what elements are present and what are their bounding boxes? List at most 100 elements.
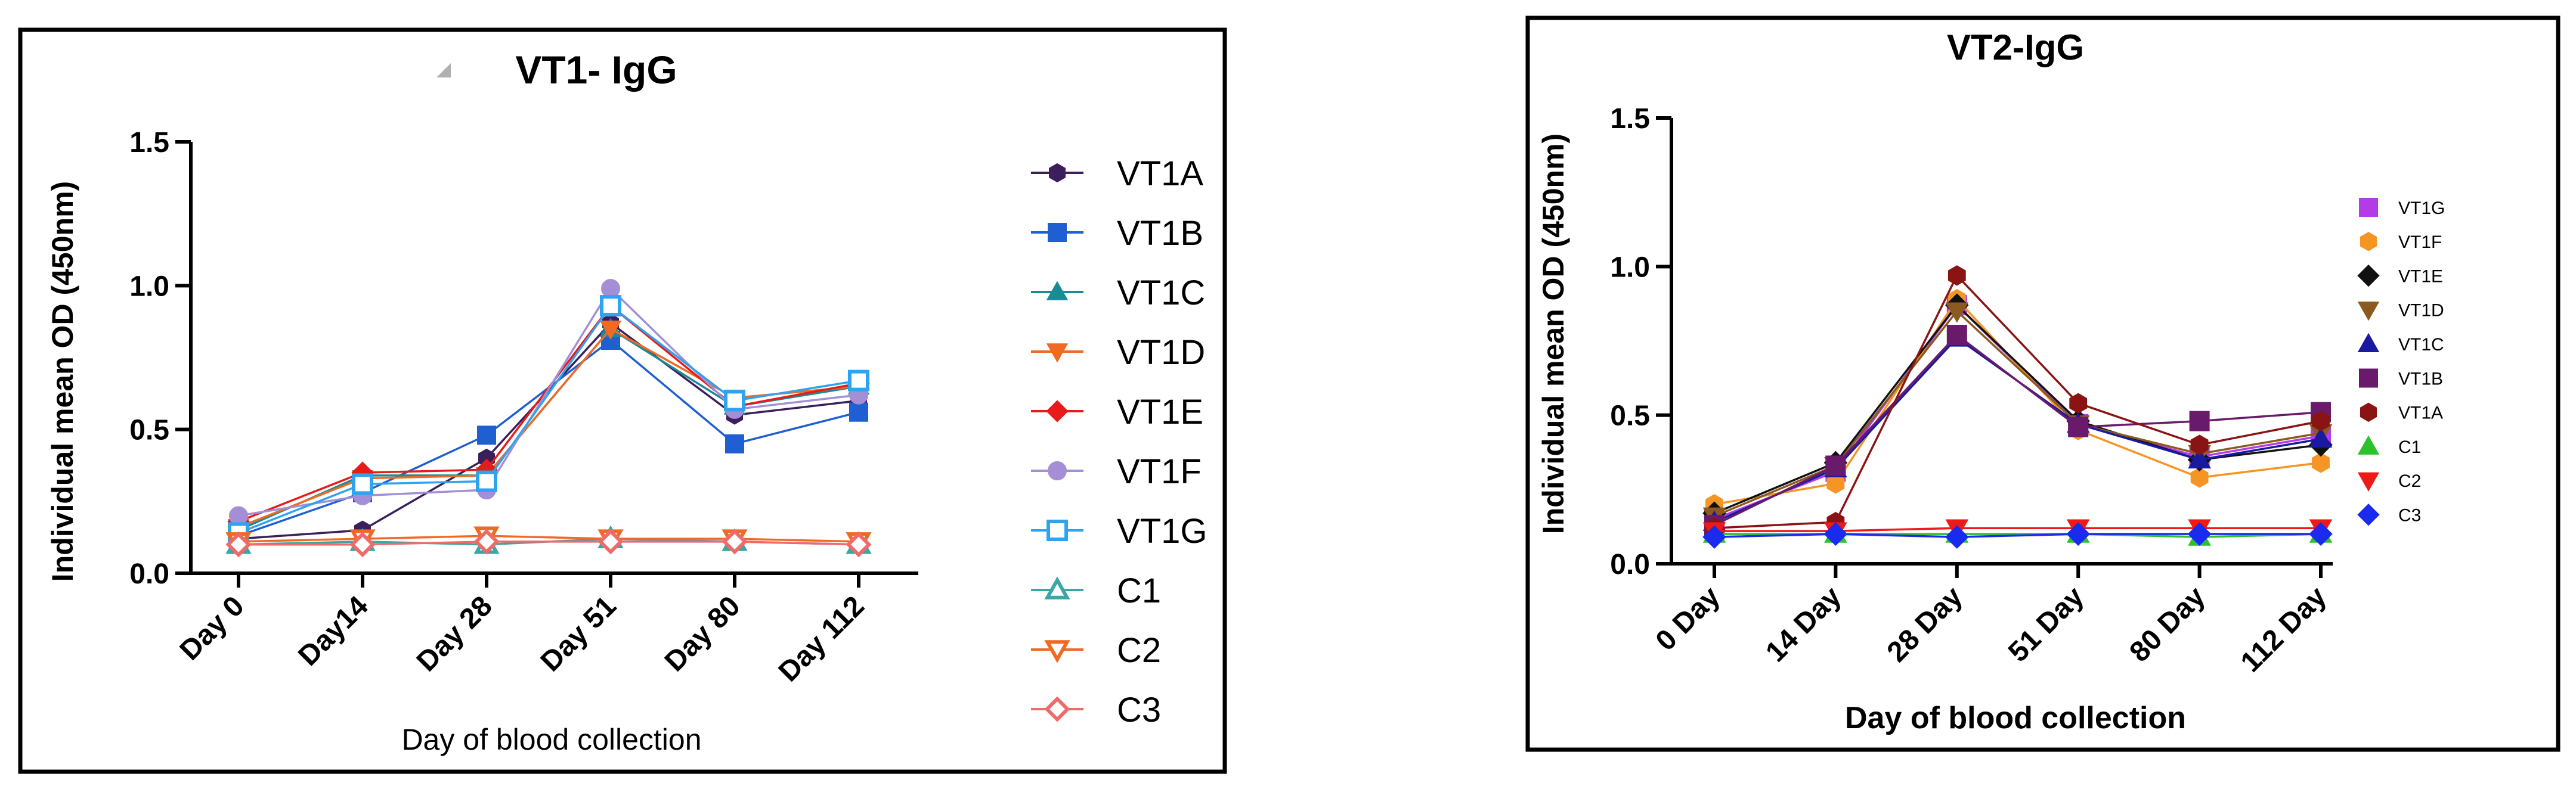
legend-marker <box>1046 343 1069 363</box>
legend-entry-vt1f: VT1F <box>1031 452 1202 491</box>
series-line <box>1714 333 2321 526</box>
legend-entry-vt1d: VT1D <box>1031 333 1205 372</box>
data-point <box>349 532 376 558</box>
series-line <box>239 541 859 546</box>
legend: VT1A VT1B VT1C VT1D VT1E VT1F VT1G C1 C2 C3 <box>1031 154 1208 729</box>
data-point <box>601 279 620 299</box>
legend-marker <box>2359 368 2378 388</box>
y-tick-label: 1.0 <box>129 271 169 302</box>
chart-title: VT2-IgG <box>1947 27 2084 67</box>
data-point <box>2069 393 2088 414</box>
legend-marker <box>1049 163 1066 183</box>
legend-entry-vt1g: VT1G <box>1031 512 1208 551</box>
legend-marker <box>1044 576 1070 599</box>
series-line <box>238 535 859 543</box>
legend-label: VT1A <box>2398 403 2443 423</box>
data-point <box>1826 473 1845 494</box>
data-point <box>849 402 868 422</box>
data-point <box>2068 417 2089 437</box>
legend-entry-vt1e: VT1E <box>1031 393 1203 431</box>
data-point <box>476 470 497 492</box>
legend-marker <box>2357 264 2380 287</box>
legend-label: VT1B <box>1117 214 1203 253</box>
data-point <box>848 369 869 392</box>
legend-entry-c2: C2 <box>2357 471 2421 492</box>
series-line <box>1714 297 2321 506</box>
legend-label: VT1F <box>2398 232 2442 252</box>
x-axis-label: Day of blood collection <box>1845 701 2186 735</box>
series-line <box>238 287 859 517</box>
legend-marker <box>2360 232 2377 251</box>
vt2-igg-chart-panel: VT2-IgG Individual mean OD (450nm) Day o… <box>1525 15 2560 752</box>
legend-label: VT1D <box>1117 333 1205 372</box>
legend-marker <box>2357 333 2380 352</box>
data-point <box>2188 448 2211 469</box>
legend-label: VT1C <box>2398 335 2444 355</box>
series-line <box>1714 533 2321 538</box>
chart-title: VT1- IgG <box>515 48 677 92</box>
legend-entry-c3: C3 <box>1031 691 1161 729</box>
data-point <box>229 506 248 526</box>
data-point <box>1948 265 1966 286</box>
data-point <box>2312 452 2330 473</box>
panel-frame <box>1525 15 2560 752</box>
y-tick-label: 0.5 <box>1610 400 1650 432</box>
data-point <box>724 390 745 412</box>
series-layer <box>1702 265 2333 549</box>
vt1-igg-chart-panel: VT1- IgG Individual mean OD (450nm) Day … <box>18 27 1227 774</box>
legend-marker <box>1048 461 1067 480</box>
data-point <box>2189 411 2210 431</box>
legend-entry-vt1g: VT1G <box>2359 198 2445 218</box>
legend-label: VT1A <box>1117 154 1203 193</box>
data-point <box>1702 525 1726 549</box>
legend-label: VT1G <box>2398 198 2445 218</box>
legend-label: C1 <box>1117 571 1161 610</box>
legend-entry-vt1e: VT1E <box>2357 264 2443 287</box>
legend-label: C2 <box>2398 471 2421 491</box>
y-axis-label: Individual mean OD (450nm) <box>1537 133 1570 534</box>
data-point <box>2066 522 2091 546</box>
legend-marker <box>2357 504 2380 526</box>
series-line <box>238 304 859 535</box>
data-point <box>2309 427 2333 448</box>
legend-marker <box>2359 198 2378 217</box>
data-point <box>2190 467 2209 488</box>
legend-entry-vt1c: VT1C <box>2357 333 2444 355</box>
legend-marker <box>1046 281 1069 300</box>
legend-marker <box>1046 520 1068 541</box>
y-tick-label: 0.5 <box>129 415 169 446</box>
panel-frame <box>18 27 1227 774</box>
series-vt1g <box>228 295 869 544</box>
y-axis-label: Individual mean OD (450nm) <box>46 181 79 582</box>
legend-marker <box>1046 400 1069 423</box>
legend-label: VT1F <box>1117 452 1202 491</box>
legend-entry-vt1a: VT1A <box>2360 402 2443 423</box>
legend-entry-c2: C2 <box>1031 631 1161 670</box>
series-vt1b <box>1704 325 2331 536</box>
data-point <box>1825 455 1846 476</box>
legend-marker <box>1044 696 1070 722</box>
legend-entry-c1: C1 <box>2357 435 2421 457</box>
y-tick-label: 0.0 <box>129 558 169 590</box>
series-layer <box>225 279 872 558</box>
y-tick-label: 1.0 <box>1610 251 1650 283</box>
series-line <box>1714 309 2321 517</box>
series-line <box>1714 274 2321 529</box>
data-point <box>1945 525 1969 549</box>
legend-entry-vt1c: VT1C <box>1031 274 1205 312</box>
data-point <box>225 532 252 558</box>
data-point <box>600 295 621 317</box>
data-point <box>597 529 624 555</box>
data-point <box>1946 325 1967 346</box>
data-point <box>599 320 622 340</box>
data-point <box>2187 522 2212 546</box>
legend-label: VT1E <box>1117 393 1203 431</box>
data-point <box>473 529 500 555</box>
legend-marker <box>2357 302 2380 321</box>
legend-entry-vt1a: VT1A <box>1031 154 1203 193</box>
legend-entry-vt1f: VT1F <box>2360 232 2442 252</box>
legend-label: C1 <box>2398 437 2421 457</box>
y-tick-label: 1.5 <box>1610 103 1650 135</box>
series-c3 <box>225 529 872 558</box>
